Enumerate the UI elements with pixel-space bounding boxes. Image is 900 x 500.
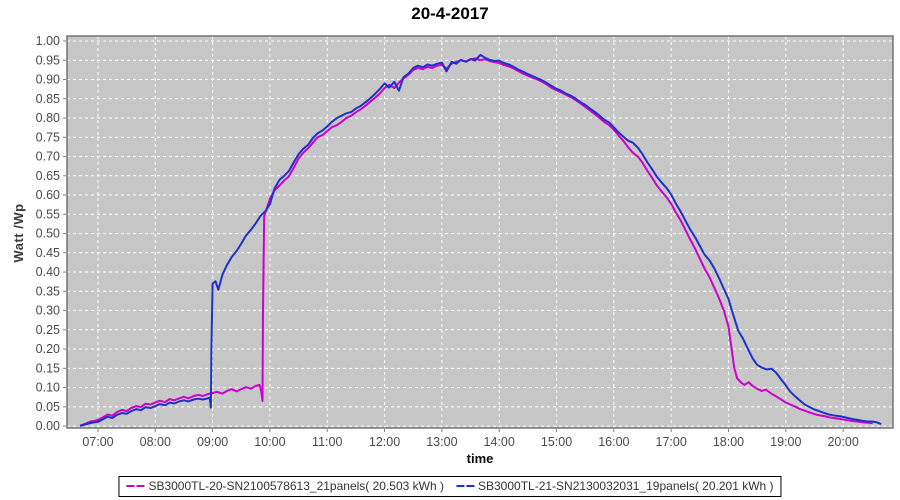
svg-text:0.00: 0.00 — [36, 419, 60, 433]
svg-text:0.10: 0.10 — [36, 381, 60, 395]
svg-text:0.95: 0.95 — [36, 53, 60, 67]
legend-label-inverter-21: SB3000TL-21-SN2130032031_19panels( 20.20… — [478, 479, 774, 493]
svg-text:0.55: 0.55 — [36, 207, 60, 221]
svg-text:0.20: 0.20 — [36, 342, 60, 356]
legend: SB3000TL-20-SN2100578613_21panels( 20.50… — [118, 476, 782, 497]
svg-text:0.05: 0.05 — [36, 400, 60, 414]
svg-text:0.70: 0.70 — [36, 150, 60, 164]
svg-text:20:00: 20:00 — [827, 435, 858, 449]
svg-text:0.25: 0.25 — [36, 323, 60, 337]
svg-text:18:00: 18:00 — [713, 435, 744, 449]
svg-text:0.80: 0.80 — [36, 111, 60, 125]
svg-text:0.90: 0.90 — [36, 73, 60, 87]
svg-text:0.50: 0.50 — [36, 227, 60, 241]
svg-text:0.65: 0.65 — [36, 169, 60, 183]
svg-text:11:00: 11:00 — [312, 435, 342, 449]
svg-text:0.35: 0.35 — [36, 284, 60, 298]
svg-text:07:00: 07:00 — [82, 435, 113, 449]
svg-text:13:00: 13:00 — [426, 435, 457, 449]
svg-text:12:00: 12:00 — [369, 435, 400, 449]
svg-text:15:00: 15:00 — [541, 435, 572, 449]
svg-text:09:00: 09:00 — [197, 435, 228, 449]
svg-text:16:00: 16:00 — [598, 435, 629, 449]
svg-text:0.40: 0.40 — [36, 265, 60, 279]
legend-label-inverter-20: SB3000TL-20-SN2100578613_21panels( 20.50… — [148, 479, 444, 493]
svg-text:0.15: 0.15 — [36, 361, 60, 375]
svg-text:0.30: 0.30 — [36, 304, 60, 318]
svg-text:19:00: 19:00 — [770, 435, 801, 449]
magenta-line-swatch-icon — [126, 485, 145, 487]
legend-item-inverter-21: SB3000TL-21-SN2130032031_19panels( 20.20… — [456, 479, 774, 493]
svg-text:0.45: 0.45 — [36, 246, 60, 260]
blue-line-swatch-icon — [456, 485, 474, 487]
svg-text:17:00: 17:00 — [656, 435, 687, 449]
svg-text:0.85: 0.85 — [36, 92, 60, 106]
svg-text:0.60: 0.60 — [36, 188, 60, 202]
legend-item-inverter-20: SB3000TL-20-SN2100578613_21panels( 20.50… — [126, 479, 444, 493]
x-axis-label: time — [466, 451, 494, 466]
svg-text:14:00: 14:00 — [484, 435, 515, 449]
svg-text:10:00: 10:00 — [254, 435, 285, 449]
svg-text:08:00: 08:00 — [140, 435, 171, 449]
chart-title: 20-4-2017 — [411, 4, 489, 23]
svg-text:0.75: 0.75 — [36, 130, 60, 144]
svg-text:1.00: 1.00 — [36, 34, 60, 48]
y-axis-label: Watt /Wp — [11, 203, 26, 263]
